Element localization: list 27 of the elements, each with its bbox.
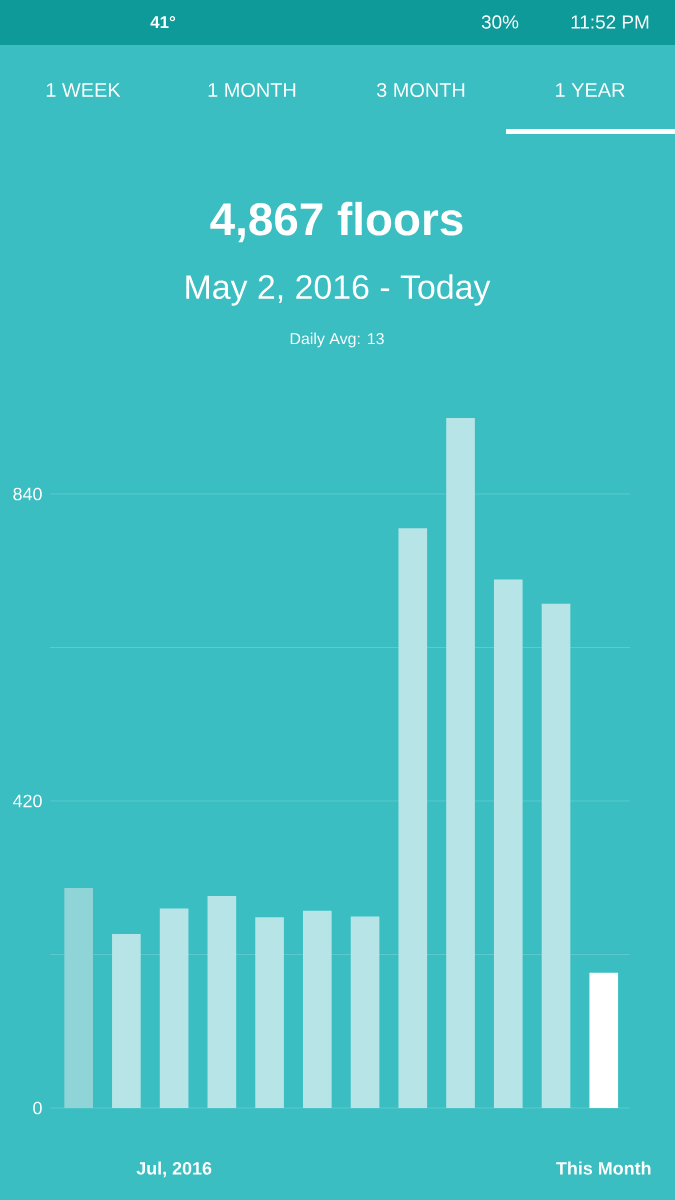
bar (112, 934, 141, 1108)
text: 30% (481, 15, 519, 29)
text: 1 WEEK (46, 83, 121, 97)
y-tick-label: 840 (13, 487, 42, 501)
text: Daily Avg: 13 (290, 332, 384, 348)
bar (398, 528, 428, 1108)
x-tick-label: This Month (556, 1161, 651, 1175)
bar (541, 603, 571, 1108)
text: 11:52 PM (571, 15, 649, 29)
chart-subtitle: May 2, 2016 - Today (186, 274, 491, 306)
text: 1 YEAR (556, 83, 625, 97)
bar (493, 579, 523, 1108)
y-tick-label: 420 (12, 794, 42, 808)
bar (350, 916, 380, 1108)
bar (207, 896, 237, 1108)
chart-title: 4,867 floors (210, 201, 463, 243)
y-tick-label: 0 (33, 1101, 42, 1115)
bar (64, 887, 93, 1108)
x-tick-label: Jul, 2016 (136, 1161, 212, 1178)
bar (589, 972, 619, 1108)
bar (303, 910, 332, 1108)
text: 3 MONTH (376, 82, 465, 98)
bar (159, 908, 189, 1108)
bar (446, 417, 475, 1108)
text: 41° (150, 16, 176, 28)
text: 1 MONTH (208, 82, 296, 98)
bar (255, 917, 284, 1108)
